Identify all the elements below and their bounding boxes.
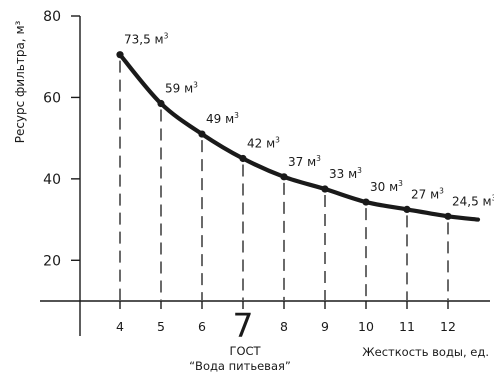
x-tick-label: 9 [321, 319, 329, 334]
data-label-unit-sup: 3 [275, 136, 280, 145]
y-tick-label: 20 [43, 253, 61, 269]
x-tick-label: 11 [399, 319, 415, 334]
x-tick-label: 8 [280, 319, 288, 334]
data-point [198, 130, 206, 138]
data-label: 27 м3 [411, 186, 444, 201]
data-label-unit-sup: 3 [357, 166, 362, 175]
data-label-value: 33 м [329, 167, 357, 181]
data-label-value: 27 м [411, 187, 439, 201]
series-line-group [117, 52, 481, 222]
data-point [362, 198, 370, 206]
x-axis-title: Жесткость воды, ед. [362, 345, 489, 359]
data-label-value: 59 м [165, 82, 193, 96]
data-label-unit-sup: 3 [316, 154, 321, 163]
data-point [157, 99, 165, 108]
data-label: 59 м3 [165, 81, 198, 96]
data-point [321, 185, 329, 193]
axis-titles: Ресурс фильтра, м³ Жесткость воды, ед. ГОС… [13, 21, 489, 373]
data-label-value: 24,5 м [452, 194, 492, 208]
data-label: 24,5 м3 [452, 193, 494, 208]
gost-note-line2: “Вода питьевая” [189, 359, 291, 373]
x-tick-label: 5 [157, 319, 165, 334]
gost-note-line1: ГОСТ [229, 344, 261, 358]
guide-lines [119, 60, 449, 300]
y-tick-label: 60 [43, 90, 61, 106]
data-label: 30 м3 [370, 179, 403, 194]
data-label: 73,5 м3 [124, 32, 169, 47]
data-point [444, 212, 452, 220]
y-axis-title: Ресурс фильтра, м³ [13, 21, 27, 144]
data-label: 49 м3 [206, 111, 239, 126]
data-label-value: 49 м [206, 112, 234, 126]
x-axis: 4 5 6 7 8 9 10 11 12 [40, 300, 490, 345]
data-label-value: 42 м [247, 137, 275, 151]
data-label-unit-sup: 3 [234, 111, 239, 120]
x-tick-label: 12 [440, 319, 456, 334]
y-axis: 20 40 60 80 [43, 9, 81, 336]
data-label-unit-sup: 3 [492, 193, 494, 202]
data-point [116, 51, 124, 59]
data-point [280, 173, 288, 181]
data-point [239, 154, 247, 163]
data-label-unit-sup: 3 [439, 186, 444, 195]
data-label: 42 м3 [247, 136, 280, 151]
x-tick-label: 4 [116, 319, 124, 334]
series-line [117, 52, 481, 222]
data-label-value: 37 м [288, 155, 316, 169]
data-label: 37 м3 [288, 154, 321, 169]
data-label: 33 м3 [329, 166, 362, 181]
data-points [116, 51, 452, 220]
data-label-unit-sup: 3 [164, 32, 169, 41]
data-label-unit-sup: 3 [193, 81, 198, 90]
y-tick-label: 40 [43, 172, 61, 188]
x-tick-label: 6 [198, 319, 206, 334]
x-tick-label-gost: 7 [233, 306, 254, 345]
data-label-value: 30 м [370, 180, 398, 194]
data-label-value: 73,5 м [124, 33, 164, 47]
data-point [403, 205, 411, 213]
data-label-unit-sup: 3 [398, 179, 403, 188]
x-tick-label: 10 [358, 319, 374, 334]
y-tick-label: 80 [43, 9, 61, 25]
